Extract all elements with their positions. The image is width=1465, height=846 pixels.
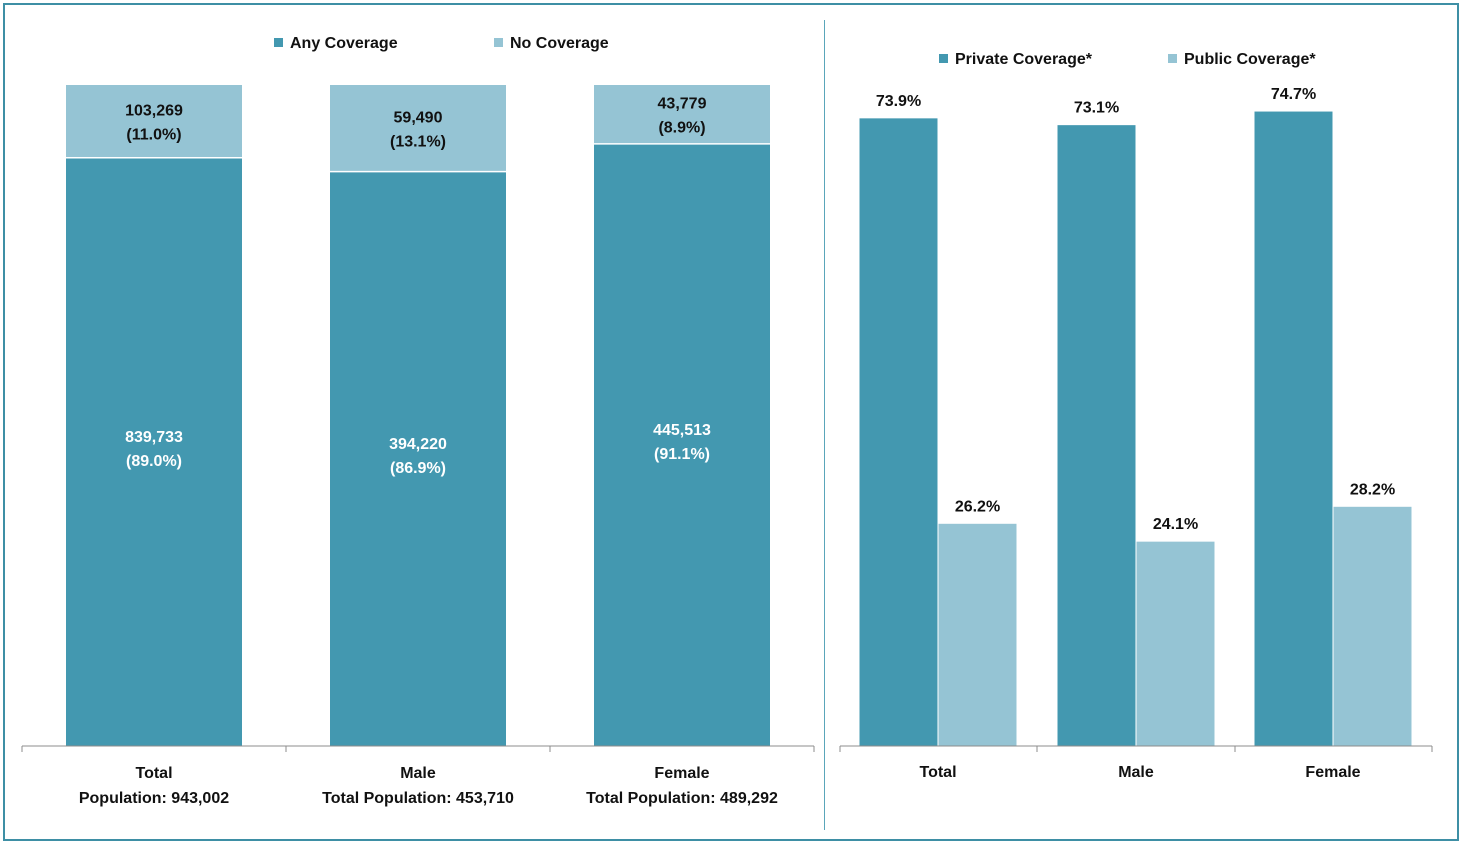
bar-private-coverage <box>1253 110 1334 747</box>
data-label-no-pct: (13.1%) <box>390 133 446 150</box>
category-label: Total <box>135 765 172 782</box>
bar-public-coverage <box>1135 540 1216 747</box>
data-label: 28.2% <box>1350 481 1395 498</box>
legend-label-0: Private Coverage* <box>955 51 1093 68</box>
data-label: 24.1% <box>1153 516 1198 533</box>
data-label-any-value: 839,733 <box>125 429 183 446</box>
bar-any-coverage <box>330 171 506 746</box>
data-label-any-value: 394,220 <box>389 436 447 453</box>
chart-frame <box>3 3 1459 841</box>
bar-public-coverage <box>937 522 1018 747</box>
legend-label-1: No Coverage <box>510 35 609 52</box>
data-label-no-pct: (11.0%) <box>126 126 181 143</box>
data-label-no-value: 59,490 <box>394 109 443 126</box>
category-label: Female <box>654 765 709 782</box>
data-label-any-pct: (89.0%) <box>126 453 182 470</box>
data-label-any-pct: (91.1%) <box>654 446 710 463</box>
legend-swatch-0 <box>274 38 283 47</box>
data-label-any-pct: (86.9%) <box>390 460 446 477</box>
data-label-any-value: 445,513 <box>653 422 711 439</box>
bar-no-coverage <box>330 85 506 172</box>
legend-label-1: Public Coverage* <box>1184 51 1316 68</box>
category-label: Male <box>1118 764 1154 781</box>
category-label: Total <box>919 764 956 781</box>
bar-no-coverage <box>594 85 770 144</box>
panel-divider <box>824 20 825 830</box>
bar-private-coverage <box>858 117 939 747</box>
bar-public-coverage <box>1332 505 1413 747</box>
legend-swatch-1 <box>494 38 503 47</box>
legend-swatch-0 <box>939 54 948 63</box>
data-label: 74.7% <box>1271 86 1316 103</box>
category-sublabel: Total Population: 489,292 <box>586 790 778 807</box>
bar-private-coverage <box>1056 124 1137 747</box>
data-label: 73.9% <box>876 93 921 110</box>
data-label-no-value: 103,269 <box>125 102 183 119</box>
data-label-no-pct: (8.9%) <box>658 119 705 136</box>
data-label: 26.2% <box>955 498 1000 515</box>
bar-any-coverage <box>594 143 770 747</box>
category-label: Male <box>400 765 436 782</box>
category-sublabel: Total Population: 453,710 <box>322 790 514 807</box>
legend-swatch-1 <box>1168 54 1177 63</box>
data-label-no-value: 43,779 <box>658 95 707 112</box>
category-label: Female <box>1305 764 1360 781</box>
category-sublabel: Population: 943,002 <box>79 790 229 807</box>
bar-any-coverage <box>66 157 242 746</box>
data-label: 73.1% <box>1074 100 1119 117</box>
legend-label-0: Any Coverage <box>290 35 398 52</box>
bar-no-coverage <box>66 85 242 158</box>
